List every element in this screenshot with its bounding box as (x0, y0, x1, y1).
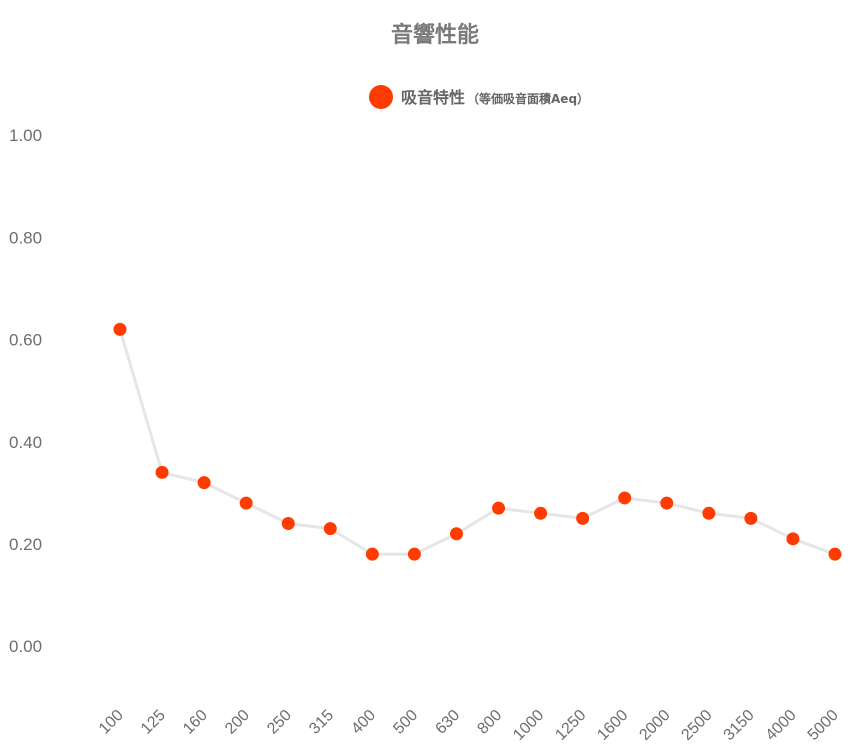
data-point[interactable] (618, 491, 632, 505)
data-point[interactable] (449, 527, 463, 541)
x-tick-label: 500 (390, 707, 421, 738)
x-tick-label: 250 (264, 707, 295, 738)
data-point[interactable] (534, 506, 548, 520)
x-tick-label: 2000 (636, 707, 673, 744)
x-tick-label: 400 (348, 707, 379, 738)
x-tick-label: 4000 (763, 707, 800, 744)
x-tick-label: 125 (138, 707, 169, 738)
plot-area (113, 322, 842, 561)
data-point[interactable] (365, 547, 379, 561)
data-point[interactable] (113, 322, 127, 336)
x-tick-label: 1000 (510, 707, 547, 744)
x-tick-label: 1600 (594, 707, 631, 744)
legend[interactable]: 吸音特性 （等価吸音面積Aeq） (369, 85, 589, 109)
data-point[interactable] (323, 522, 337, 536)
series-line (118, 328, 836, 556)
y-tick-label: 0.00 (9, 637, 42, 656)
data-point[interactable] (281, 517, 295, 531)
x-tick-label: 200 (222, 707, 253, 738)
x-tick-label: 2500 (678, 707, 715, 744)
x-tick-label: 3150 (721, 707, 758, 744)
y-tick-label: 0.40 (9, 433, 42, 452)
y-tick-label: 0.20 (9, 535, 42, 554)
data-point[interactable] (828, 547, 842, 561)
data-point[interactable] (744, 511, 758, 525)
x-tick-label: 100 (96, 707, 127, 738)
x-tick-label: 160 (180, 707, 211, 738)
data-point[interactable] (576, 511, 590, 525)
x-tick-label: 5000 (805, 707, 842, 744)
legend-marker (369, 85, 393, 109)
x-tick-label: 315 (306, 707, 337, 738)
data-point[interactable] (492, 501, 506, 515)
y-tick-label: 0.60 (9, 331, 42, 350)
legend-label: 吸音特性 (401, 88, 465, 107)
x-tick-label: 630 (432, 707, 463, 738)
y-tick-label: 1.00 (9, 126, 42, 145)
data-point[interactable] (786, 532, 800, 546)
legend-text: 吸音特性 （等価吸音面積Aeq） (401, 88, 589, 107)
y-axis: 0.00 0.20 0.40 0.60 0.80 1.00 (9, 126, 42, 656)
data-point[interactable] (702, 506, 716, 520)
data-point[interactable] (660, 496, 674, 510)
data-point[interactable] (197, 476, 211, 490)
x-axis: 100 125 160 200 250 315 400 500 630 800 1000 1250 16… (96, 707, 842, 744)
data-point[interactable] (155, 465, 169, 479)
chart-title: 音響性能 (391, 22, 479, 48)
x-tick-label: 1250 (552, 707, 589, 744)
y-tick-label: 0.80 (9, 228, 42, 247)
legend-sublabel: （等価吸音面積Aeq） (467, 91, 589, 106)
data-point[interactable] (239, 496, 253, 510)
data-point[interactable] (407, 547, 421, 561)
x-tick-label: 800 (474, 707, 505, 738)
